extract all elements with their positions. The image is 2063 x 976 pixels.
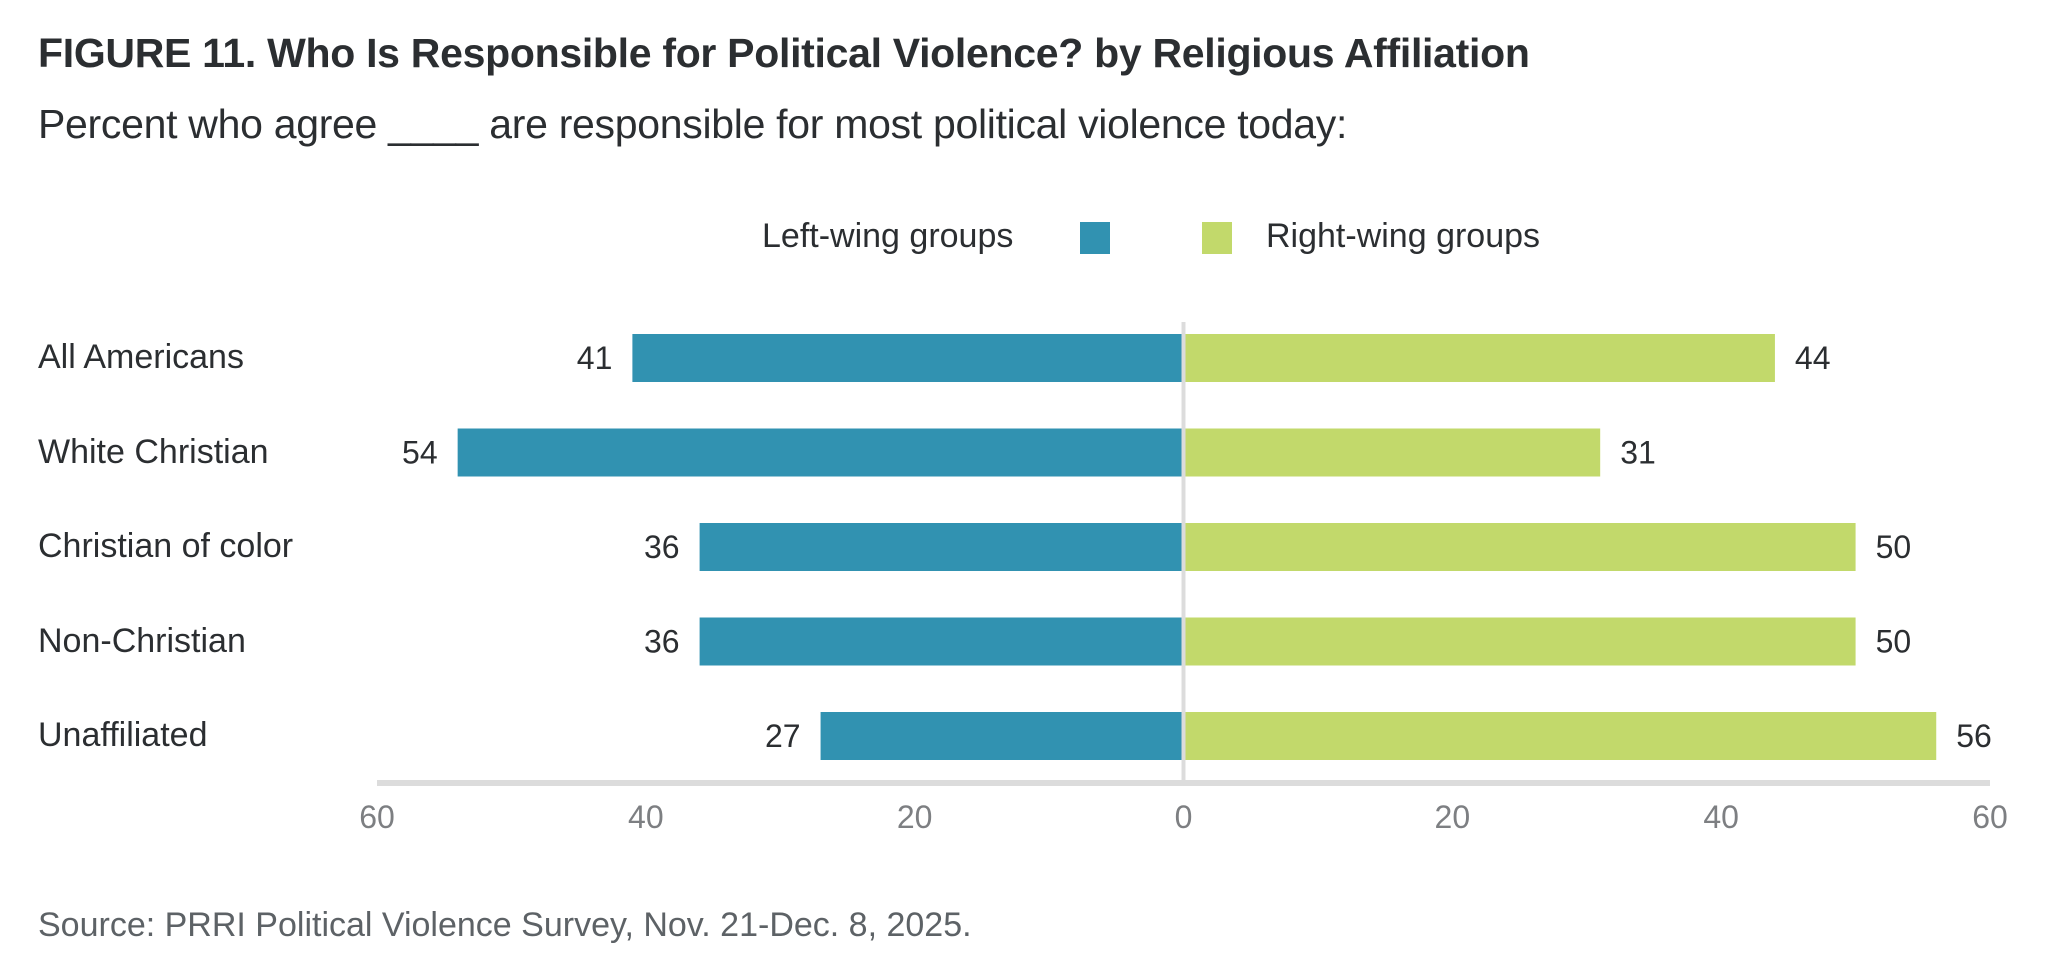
x-tick-label: 60 — [359, 799, 395, 835]
bar-left-wing — [820, 712, 1182, 760]
data-label-right-wing: 50 — [1876, 624, 1912, 660]
legend-label-right-wing: Right-wing groups — [1266, 217, 1541, 255]
source-note: Source: PRRI Political Violence Survey, … — [38, 906, 972, 944]
data-label-left-wing: 36 — [644, 529, 680, 565]
x-tick-label: 40 — [628, 799, 664, 835]
legend-label-left-wing: Left-wing groups — [762, 217, 1014, 255]
zero-line — [1181, 322, 1186, 783]
bar-left-wing — [457, 428, 1182, 477]
data-label-left-wing: 36 — [644, 624, 680, 660]
x-tick-label: 60 — [1972, 799, 2008, 835]
data-label-right-wing: 50 — [1876, 529, 1912, 565]
bar-right-wing — [1185, 617, 1856, 666]
bar-right-wing — [1185, 523, 1856, 571]
x-tick-label: 40 — [1703, 799, 1739, 835]
x-tick-label: 20 — [1435, 799, 1471, 835]
category-label: White Christian — [38, 432, 269, 471]
category-label: Christian of color — [38, 527, 294, 565]
data-label-left-wing: 27 — [765, 718, 801, 754]
data-label-left-wing: 54 — [402, 435, 438, 471]
data-label-right-wing: 56 — [1956, 718, 1992, 754]
data-label-right-wing: 44 — [1795, 340, 1831, 376]
bar-left-wing — [632, 334, 1182, 382]
bar-right-wing — [1185, 428, 1601, 477]
bar-left-wing — [699, 523, 1182, 571]
data-label-left-wing: 41 — [577, 340, 613, 376]
x-tick-label: 0 — [1175, 799, 1193, 835]
category-label: Non-Christian — [38, 621, 246, 660]
x-tick-label: 20 — [897, 799, 933, 835]
legend-swatch-right-wing — [1202, 222, 1232, 254]
category-label: Unaffiliated — [38, 716, 208, 754]
bar-left-wing — [699, 617, 1182, 666]
chart-subtitle: Percent who agree ____ are responsible f… — [38, 101, 1348, 147]
data-label-right-wing: 31 — [1620, 435, 1656, 471]
category-label: All Americans — [38, 338, 244, 376]
bar-right-wing — [1185, 334, 1775, 382]
bar-right-wing — [1185, 712, 1937, 760]
chart-title: FIGURE 11. Who Is Responsible for Politi… — [38, 30, 1530, 76]
legend-swatch-left-wing — [1080, 222, 1110, 254]
